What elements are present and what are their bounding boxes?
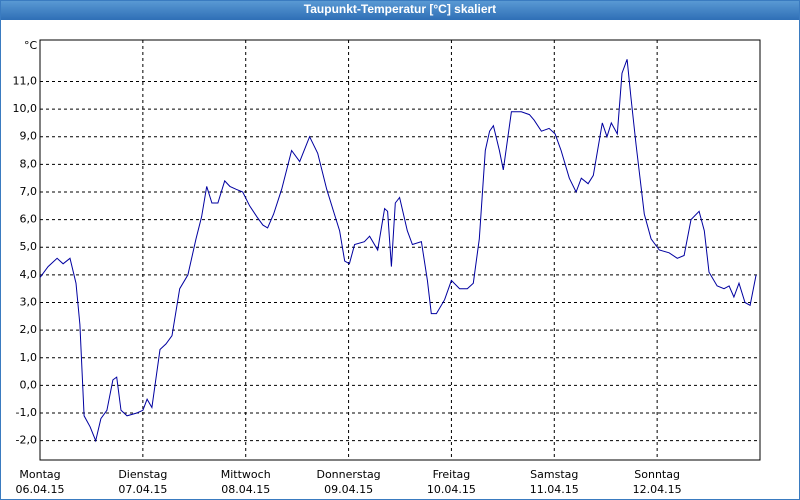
y-tick-label: 7,0	[20, 185, 38, 198]
x-tick-date: 06.04.15	[16, 483, 65, 496]
y-tick-label: 10,0	[13, 102, 38, 115]
x-tick-label: Montag	[19, 468, 60, 481]
x-tick-label: Samstag	[530, 468, 578, 481]
x-tick-label: Sonntag	[634, 468, 680, 481]
data-line	[39, 59, 757, 443]
y-tick-label: -2,0	[16, 434, 37, 447]
x-tick-label: Freitag	[433, 468, 471, 481]
y-tick-label: 9,0	[20, 130, 38, 143]
y-tick-label: 2,0	[20, 323, 38, 336]
y-tick-label: 11,0	[13, 74, 38, 87]
title-bar	[0, 0, 800, 20]
x-tick-date: 11.04.15	[530, 483, 579, 496]
y-tick-label: 8,0	[20, 157, 38, 170]
y-tick-label: 5,0	[20, 240, 38, 253]
chart-title: Taupunkt-Temperatur [°C] skaliert	[304, 2, 496, 16]
x-tick-date: 08.04.15	[221, 483, 270, 496]
x-tick-label: Dienstag	[118, 468, 167, 481]
y-tick-label: 0,0	[20, 378, 38, 391]
y-tick-label: -1,0	[16, 406, 37, 419]
y-tick-label: 1,0	[20, 351, 38, 364]
y-tick-label: 3,0	[20, 296, 38, 309]
x-tick-date: 10.04.15	[427, 483, 476, 496]
x-tick-date: 07.04.15	[118, 483, 167, 496]
x-tick-date: 12.04.15	[633, 483, 682, 496]
x-tick-label: Mittwoch	[221, 468, 271, 481]
x-tick-label: Donnerstag	[316, 468, 380, 481]
y-unit: °C	[24, 39, 38, 52]
x-tick-date: 09.04.15	[324, 483, 373, 496]
y-tick-label: 4,0	[20, 268, 38, 281]
y-tick-label: 6,0	[20, 213, 38, 226]
